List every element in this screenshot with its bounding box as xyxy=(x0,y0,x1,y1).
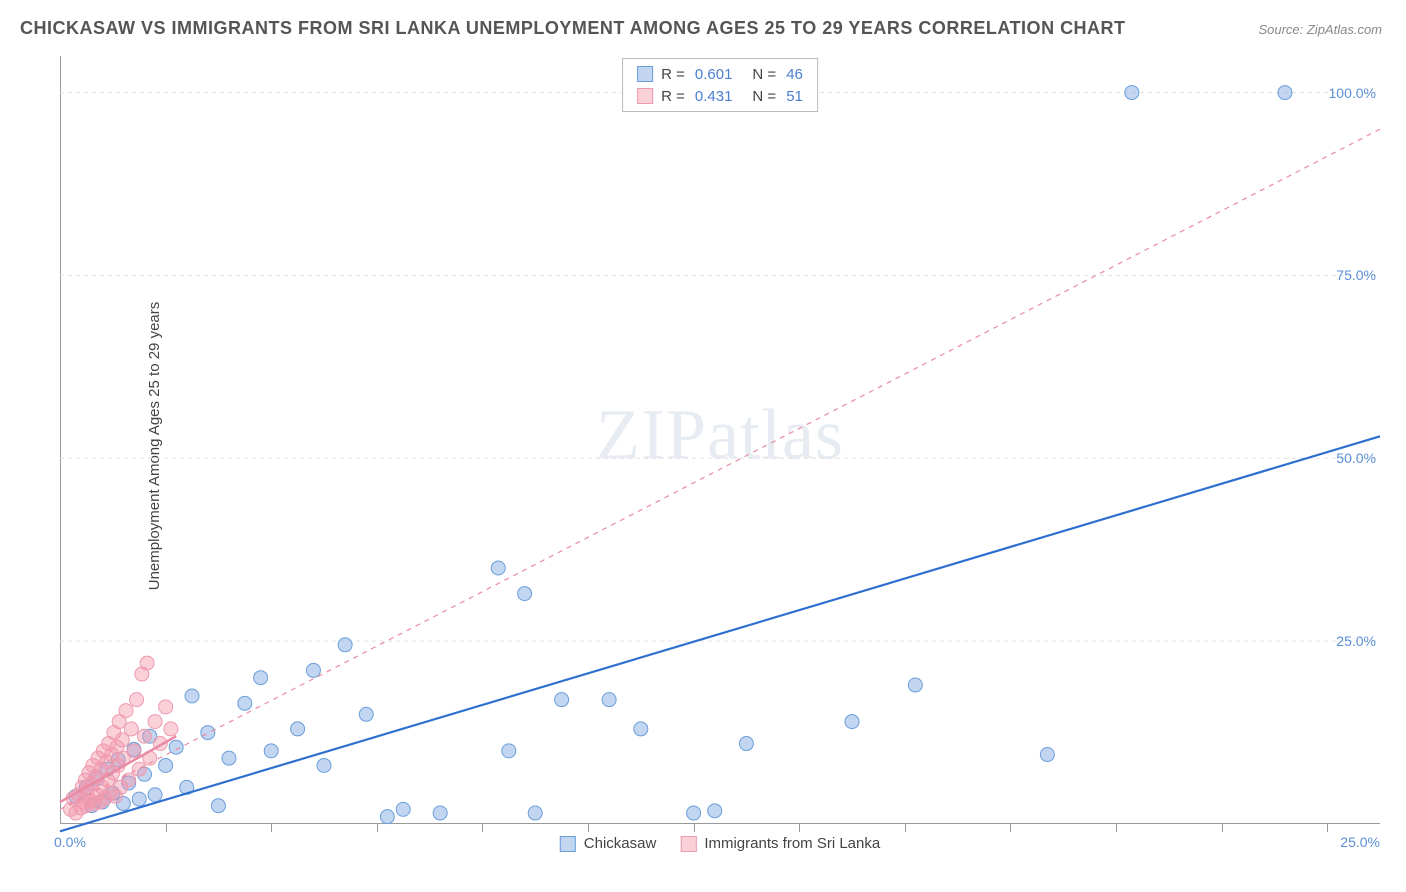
x-tick xyxy=(694,824,695,832)
data-point xyxy=(137,729,151,743)
y-tick-label: 50.0% xyxy=(1336,450,1384,466)
legend-swatch xyxy=(680,836,696,852)
legend-swatch xyxy=(560,836,576,852)
data-point xyxy=(502,744,516,758)
x-tick xyxy=(905,824,906,832)
data-point xyxy=(211,799,225,813)
legend-n-value: 46 xyxy=(786,66,803,83)
data-point xyxy=(634,722,648,736)
x-max-label: 25.0% xyxy=(1340,834,1380,850)
x-tick xyxy=(1222,824,1223,832)
chart-title: CHICKASAW VS IMMIGRANTS FROM SRI LANKA U… xyxy=(20,18,1126,39)
legend-swatch xyxy=(637,88,653,104)
data-point xyxy=(185,689,199,703)
x-tick xyxy=(1010,824,1011,832)
trend-line xyxy=(60,129,1380,809)
data-point xyxy=(845,715,859,729)
data-point xyxy=(555,693,569,707)
legend-item: Chickasaw xyxy=(560,835,657,852)
data-point xyxy=(122,773,136,787)
data-point xyxy=(169,740,183,754)
legend-n-label: N = xyxy=(752,66,776,83)
data-point xyxy=(1125,86,1139,100)
data-point xyxy=(159,700,173,714)
data-point xyxy=(148,715,162,729)
legend-n-value: 51 xyxy=(786,88,803,105)
legend-label: Immigrants from Sri Lanka xyxy=(704,835,880,852)
x-tick xyxy=(1116,824,1117,832)
x-tick xyxy=(588,824,589,832)
data-point xyxy=(264,744,278,758)
x-tick xyxy=(1327,824,1328,832)
x-tick xyxy=(166,824,167,832)
data-point xyxy=(254,671,268,685)
y-tick-label: 25.0% xyxy=(1336,633,1384,649)
x-tick xyxy=(482,824,483,832)
legend-label: Chickasaw xyxy=(584,835,657,852)
legend-row: R = 0.431 N = 51 xyxy=(637,85,803,107)
x-tick xyxy=(377,824,378,832)
plot-area: ZIPatlas 25.0%50.0%75.0%100.0% 0.0% 25.0… xyxy=(60,56,1380,846)
series-legend: Chickasaw Immigrants from Sri Lanka xyxy=(560,835,880,852)
data-point xyxy=(1040,748,1054,762)
data-point xyxy=(359,707,373,721)
x-tick xyxy=(271,824,272,832)
data-point xyxy=(602,693,616,707)
legend-swatch xyxy=(637,66,653,82)
data-point xyxy=(291,722,305,736)
data-point xyxy=(708,804,722,818)
data-point xyxy=(119,704,133,718)
trend-line xyxy=(60,436,1380,831)
data-point xyxy=(908,678,922,692)
data-point xyxy=(130,693,144,707)
data-point xyxy=(127,744,141,758)
chart-svg xyxy=(60,56,1380,824)
data-point xyxy=(528,806,542,820)
chart-container: CHICKASAW VS IMMIGRANTS FROM SRI LANKA U… xyxy=(0,0,1406,892)
x-tick xyxy=(799,824,800,832)
data-point xyxy=(222,751,236,765)
data-point xyxy=(140,656,154,670)
legend-r-value: 0.431 xyxy=(695,88,733,105)
legend-r-label: R = xyxy=(661,66,685,83)
y-tick-label: 100.0% xyxy=(1329,85,1384,101)
data-point xyxy=(396,802,410,816)
data-point xyxy=(148,788,162,802)
data-point xyxy=(132,792,146,806)
data-point xyxy=(491,561,505,575)
data-point xyxy=(238,696,252,710)
data-point xyxy=(338,638,352,652)
legend-item: Immigrants from Sri Lanka xyxy=(680,835,880,852)
data-point xyxy=(124,722,138,736)
legend-r-label: R = xyxy=(661,88,685,105)
data-point xyxy=(317,758,331,772)
data-point xyxy=(132,762,146,776)
y-tick-label: 75.0% xyxy=(1336,267,1384,283)
legend-n-label: N = xyxy=(752,88,776,105)
data-point xyxy=(739,737,753,751)
data-point xyxy=(380,810,394,824)
source-attribution: Source: ZipAtlas.com xyxy=(1258,22,1382,37)
legend-r-value: 0.601 xyxy=(695,66,733,83)
data-point xyxy=(164,722,178,736)
data-point xyxy=(687,806,701,820)
data-point xyxy=(159,758,173,772)
data-point xyxy=(433,806,447,820)
data-point xyxy=(518,587,532,601)
correlation-legend: R = 0.601 N = 46 R = 0.431 N = 51 xyxy=(622,58,818,112)
data-point xyxy=(306,663,320,677)
data-point xyxy=(201,726,215,740)
x-origin-label: 0.0% xyxy=(54,834,86,850)
legend-row: R = 0.601 N = 46 xyxy=(637,63,803,85)
data-point xyxy=(1278,86,1292,100)
